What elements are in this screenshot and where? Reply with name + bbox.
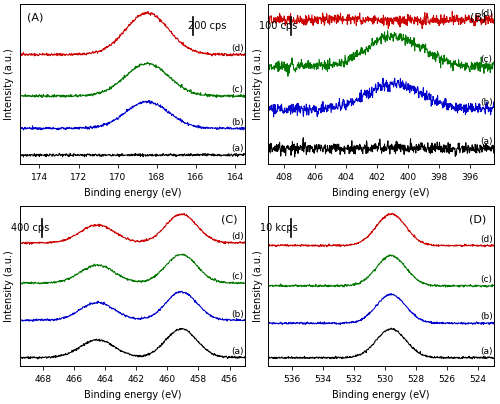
Text: (d): (d) bbox=[232, 44, 244, 53]
Text: (b): (b) bbox=[232, 309, 244, 318]
Text: (a): (a) bbox=[480, 347, 492, 356]
X-axis label: Binding energy (eV): Binding energy (eV) bbox=[332, 188, 430, 198]
Y-axis label: Intensity (a.u.): Intensity (a.u.) bbox=[4, 48, 14, 120]
X-axis label: Binding energy (eV): Binding energy (eV) bbox=[84, 390, 181, 400]
Text: (C): (C) bbox=[221, 214, 238, 224]
Text: (a): (a) bbox=[480, 137, 492, 146]
Text: (b): (b) bbox=[480, 98, 493, 107]
Text: (c): (c) bbox=[480, 275, 492, 284]
X-axis label: Binding energy (eV): Binding energy (eV) bbox=[332, 390, 430, 400]
Y-axis label: Intensity (a.u.): Intensity (a.u.) bbox=[253, 250, 263, 322]
Text: (a): (a) bbox=[232, 347, 244, 356]
Text: (A): (A) bbox=[28, 12, 44, 22]
Y-axis label: Intensity (a.u.): Intensity (a.u.) bbox=[253, 48, 263, 120]
X-axis label: Binding energy (eV): Binding energy (eV) bbox=[84, 188, 181, 198]
Y-axis label: Intensity (a.u.): Intensity (a.u.) bbox=[4, 250, 14, 322]
Text: (d): (d) bbox=[480, 8, 493, 17]
Text: (d): (d) bbox=[232, 232, 244, 241]
Text: (c): (c) bbox=[480, 55, 492, 64]
Text: (c): (c) bbox=[232, 85, 243, 94]
Text: (D): (D) bbox=[470, 214, 486, 224]
Text: 200 cps: 200 cps bbox=[188, 21, 226, 31]
Text: 400 cps: 400 cps bbox=[11, 223, 49, 233]
Text: 10 kcps: 10 kcps bbox=[260, 223, 298, 233]
Text: (b): (b) bbox=[480, 312, 493, 322]
Text: (c): (c) bbox=[232, 272, 243, 281]
Text: 100 cps: 100 cps bbox=[260, 21, 298, 31]
Text: (d): (d) bbox=[480, 235, 493, 244]
Text: (b): (b) bbox=[232, 118, 244, 126]
Text: (a): (a) bbox=[232, 144, 244, 153]
Text: (B): (B) bbox=[470, 12, 486, 22]
